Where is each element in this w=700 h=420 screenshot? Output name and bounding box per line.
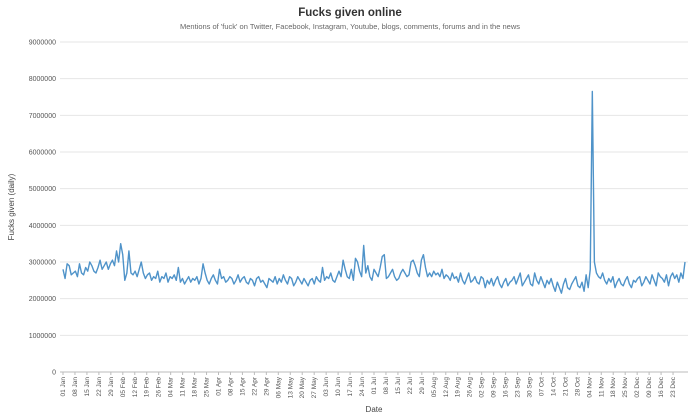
x-tick-label: 15 Apr (239, 376, 246, 396)
chart-title: Fucks given online (298, 7, 402, 19)
x-tick-label: 02 Sep (479, 377, 486, 398)
series-line (62, 90, 686, 294)
x-tick-label: 18 Mar (192, 376, 199, 397)
chart-subtitle: Mentions of 'fuck' on Twitter, Facebook,… (180, 22, 520, 31)
x-tick-label: 16 Sep (503, 377, 510, 398)
x-tick-label: 22 Jul (407, 376, 414, 394)
x-tick-label: 05 Aug (431, 377, 438, 398)
x-tick-label: 22 Jan (96, 377, 103, 397)
x-tick-label: 25 Nov (622, 376, 629, 397)
x-tick-label: 03 Jun (323, 377, 330, 397)
y-tick-label: 7000000 (29, 113, 56, 120)
y-tick-label: 0 (52, 370, 56, 377)
x-tick-label: 08 Jan (72, 377, 79, 397)
x-tick-label: 15 Jul (395, 376, 402, 394)
x-tick-label: 27 May (311, 376, 318, 398)
x-tick-label: 01 Jul (371, 376, 378, 394)
x-tick-label: 19 Feb (144, 377, 151, 398)
x-tick-label: 18 Nov (610, 376, 617, 397)
x-tick-label: 04 Nov (586, 376, 593, 397)
x-tick-label: 19 Aug (455, 377, 462, 398)
x-tick-label: 15 Jan (84, 377, 91, 397)
x-tick-label: 09 Sep (491, 377, 498, 398)
x-tick-label: 30 Sep (527, 377, 534, 398)
x-tick-label: 22 Apr (251, 376, 258, 396)
y-tick-label: 2000000 (29, 296, 56, 303)
y-tick-label: 4000000 (29, 223, 56, 230)
x-tick-label: 29 Jul (419, 376, 426, 394)
x-tick-label: 01 Jan (60, 377, 67, 397)
x-tick-label: 08 Jul (383, 376, 390, 394)
x-tick-label: 08 Apr (227, 376, 234, 396)
x-tick-label: 28 Oct (574, 377, 581, 396)
y-tick-label: 8000000 (29, 76, 56, 83)
x-tick-label: 24 Jun (359, 377, 366, 397)
y-tick-label: 3000000 (29, 260, 56, 267)
x-tick-label: 12 Aug (443, 377, 450, 398)
x-tick-label: 02 Dec (634, 376, 641, 397)
x-tick-label: 26 Feb (156, 377, 163, 398)
x-tick-label: 09 Dec (646, 376, 653, 397)
x-tick-label: 01 Apr (216, 376, 223, 396)
x-axis-ticks: 01 Jan 08 Jan 15 Jan 22 Jan 29 Jan 05 Feb 12 F… (60, 372, 677, 398)
y-tick-label: 5000000 (29, 186, 56, 193)
gridlines (60, 41, 688, 336)
x-axis-label: Date (366, 405, 383, 414)
x-tick-label: 11 Nov (598, 376, 605, 397)
x-tick-label: 10 Jun (335, 377, 342, 397)
x-tick-label: 25 Mar (204, 376, 211, 397)
x-tick-label: 12 Feb (132, 377, 139, 398)
x-tick-label: 07 Oct (538, 377, 545, 396)
x-tick-label: 04 Mar (168, 376, 175, 397)
x-tick-label: 13 May (287, 376, 294, 398)
x-tick-label: 14 Oct (550, 377, 557, 396)
x-tick-label: 20 May (299, 376, 306, 398)
x-tick-label: 06 May (275, 376, 282, 398)
x-tick-label: 21 Oct (562, 377, 569, 396)
y-tick-label: 1000000 (29, 333, 56, 340)
x-tick-label: 05 Feb (120, 377, 127, 398)
x-tick-label: 26 Aug (467, 377, 474, 398)
x-tick-label: 23 Dec (670, 376, 677, 397)
x-tick-label: 23 Sep (515, 377, 522, 398)
y-axis-label: Fucks given (daily) (7, 173, 16, 240)
x-tick-label: 17 Jun (347, 377, 354, 397)
x-tick-label: 29 Apr (263, 376, 270, 396)
y-tick-label: 6000000 (29, 150, 56, 157)
x-tick-label: 16 Dec (658, 376, 665, 397)
x-tick-label: 29 Jan (108, 377, 115, 397)
x-tick-label: 11 Mar (180, 376, 187, 397)
y-axis-ticks: 0 1000000 2000000 3000000 4000000 5000000 6000… (29, 40, 56, 377)
y-tick-label: 9000000 (29, 40, 56, 47)
